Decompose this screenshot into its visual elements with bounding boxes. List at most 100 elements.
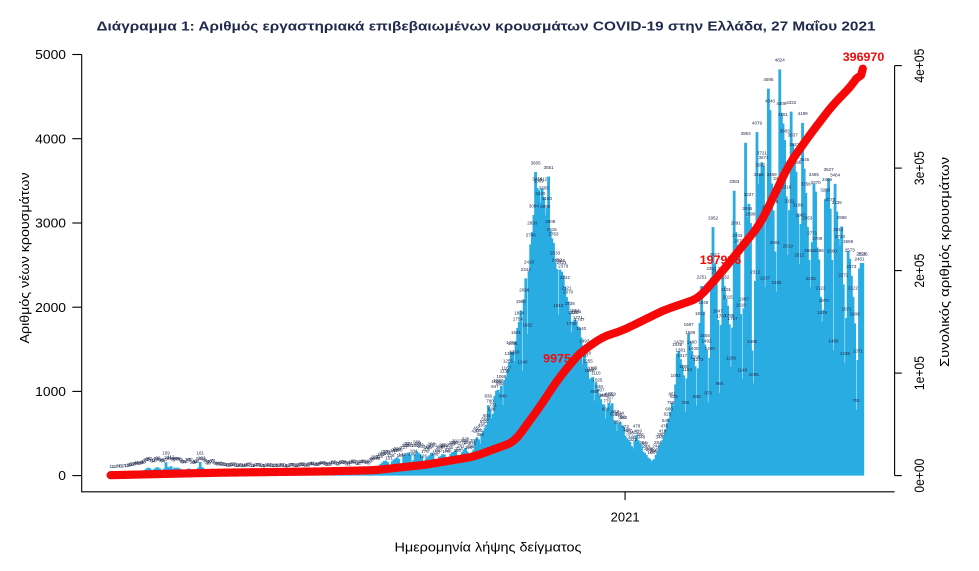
svg-text:39: 39 [344,461,350,466]
svg-text:548: 548 [662,418,670,423]
svg-text:18: 18 [126,463,132,468]
svg-text:1834: 1834 [571,310,582,315]
svg-text:Αριθμός νέων κρουσμάτων: Αριθμός νέων κρουσμάτων [17,173,32,344]
svg-text:779: 779 [603,398,611,403]
svg-text:3605: 3605 [531,160,542,165]
svg-text:1020: 1020 [493,378,504,383]
svg-text:284: 284 [639,440,647,445]
svg-text:473: 473 [621,424,629,429]
svg-text:1687: 1687 [684,322,695,327]
svg-text:226: 226 [465,445,473,450]
svg-text:288: 288 [413,440,421,445]
svg-text:322: 322 [629,437,637,442]
svg-text:419: 419 [634,429,642,434]
svg-text:236: 236 [467,444,475,449]
svg-text:2746: 2746 [526,233,537,238]
svg-text:76: 76 [170,458,176,463]
svg-text:620: 620 [615,412,623,417]
svg-text:1190: 1190 [679,364,689,369]
svg-text:2015: 2015 [723,294,734,299]
svg-text:58: 58 [341,459,347,464]
svg-text:3240: 3240 [535,191,546,196]
svg-text:845: 845 [600,393,608,398]
svg-text:680: 680 [602,407,610,412]
svg-text:3416: 3416 [532,176,543,181]
svg-text:2122: 2122 [815,285,826,290]
svg-text:198: 198 [395,447,403,452]
svg-text:3983: 3983 [780,129,791,134]
svg-text:1910: 1910 [553,303,564,308]
svg-text:29: 29 [325,462,331,467]
svg-text:827: 827 [607,394,615,399]
svg-text:3671: 3671 [758,155,769,160]
svg-text:16: 16 [237,463,243,468]
svg-text:95: 95 [375,456,381,461]
svg-text:148: 148 [431,452,439,457]
svg-text:3000: 3000 [35,216,66,231]
svg-text:78: 78 [369,457,375,462]
svg-text:2893: 2893 [527,220,538,225]
svg-text:12: 12 [286,463,292,468]
svg-text:102: 102 [198,455,206,460]
svg-text:50: 50 [320,460,326,465]
svg-text:1480: 1480 [687,339,698,344]
svg-text:731: 731 [489,402,497,407]
svg-text:1142: 1142 [584,368,594,373]
svg-text:1381: 1381 [675,348,686,353]
svg-text:3389: 3389 [534,179,545,184]
svg-text:54: 54 [357,460,363,465]
svg-text:2958: 2958 [837,215,848,220]
svg-text:38: 38 [316,461,322,466]
svg-text:4824: 4824 [775,58,786,63]
svg-text:268: 268 [428,441,436,446]
svg-text:984: 984 [716,381,724,386]
svg-text:80: 80 [152,457,158,462]
svg-text:1255: 1255 [583,358,594,363]
svg-text:57: 57 [207,459,213,464]
svg-text:829: 829 [693,394,701,399]
svg-text:53: 53 [141,460,147,465]
svg-text:87: 87 [147,457,153,462]
svg-text:1298: 1298 [690,355,701,360]
svg-text:226: 226 [436,445,444,450]
svg-text:178: 178 [442,449,450,454]
svg-text:184: 184 [410,449,418,454]
svg-text:2235: 2235 [806,276,817,281]
svg-text:2: 2 [114,464,117,469]
svg-text:1960: 1960 [516,299,527,304]
svg-text:3090: 3090 [540,204,551,209]
svg-text:22: 22 [315,462,321,467]
svg-text:42: 42 [354,461,360,466]
svg-text:1371: 1371 [853,349,864,354]
svg-text:37: 37 [137,461,143,466]
svg-text:36: 36 [323,461,329,466]
svg-text:2526: 2526 [856,251,867,256]
svg-text:2242: 2242 [560,275,571,280]
svg-text:244: 244 [643,444,651,449]
svg-text:2122: 2122 [848,285,859,290]
svg-text:2373: 2373 [846,264,857,269]
svg-text:4079: 4079 [752,121,763,126]
svg-text:279: 279 [449,441,457,446]
svg-text:3821: 3821 [789,142,800,147]
svg-text:1461: 1461 [508,341,519,346]
svg-text:1360: 1360 [509,350,520,355]
svg-text:112: 112 [167,455,175,460]
svg-text:213: 213 [644,446,652,451]
svg-text:226: 226 [446,445,454,450]
svg-text:1700: 1700 [566,321,577,326]
svg-text:427: 427 [625,428,633,433]
svg-text:10: 10 [124,463,130,468]
svg-text:15: 15 [273,463,279,468]
svg-text:142: 142 [398,452,406,457]
svg-text:161: 161 [196,450,204,455]
svg-text:1747: 1747 [574,317,585,322]
svg-text:5000: 5000 [35,47,66,62]
svg-text:3937: 3937 [788,132,799,137]
svg-text:14: 14 [282,463,288,468]
svg-text:623: 623 [610,412,618,417]
svg-text:12: 12 [269,463,275,468]
svg-text:41: 41 [310,461,316,466]
svg-text:1095: 1095 [749,372,760,377]
svg-text:948: 948 [595,384,603,389]
